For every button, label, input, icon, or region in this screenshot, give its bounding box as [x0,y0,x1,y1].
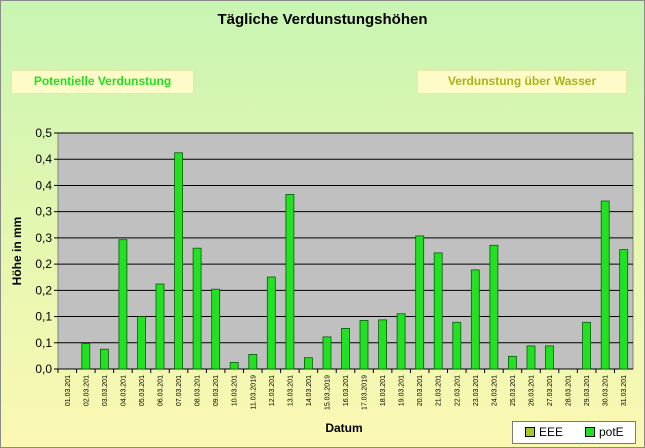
x-tick-label: 01.03.201 [65,375,72,406]
gridlines [54,132,633,373]
legend-swatch-eee [525,427,535,437]
x-tick-label: 17.03.2019 [362,375,369,410]
bar-pote [341,327,350,370]
bar-pote [545,345,554,370]
x-tick-label: 11.03.2019 [250,375,257,410]
bar-pote [118,239,128,370]
x-tick-label: 03.03.201 [102,375,109,406]
bar-pote [266,276,276,370]
x-tick-label: 21.03.201 [436,375,443,406]
bar-pote [359,319,369,370]
bar-pote [396,313,406,370]
y-tick-label: 0,3 [35,205,52,219]
x-tick-labels: 01.03.201 02.03.201 03.03.201 04.03.201 05.0… [65,375,628,410]
bar-pote [303,357,313,370]
x-tick-label: 04.03.201 [120,375,127,406]
x-tick-label: 20.03.201 [417,375,424,406]
x-tick-label: 22.03.201 [454,375,461,406]
bar-pote [137,316,146,370]
y-tick-label: 0,4 [35,178,52,192]
y-tick-label: 0,3 [35,231,52,245]
y-tick-label: 0,0 [35,362,52,376]
y-tick-label: 0,2 [35,283,52,297]
legend-item-pote: potE [585,425,624,439]
y-tick-labels: 0,0 0,1 0,1 0,2 0,2 0,3 0,3 0,4 0,4 0,5 [35,126,52,376]
chart-title: Tägliche Verdunstungshöhen [217,11,428,28]
bar-pote [470,269,480,370]
bar-pote [582,321,591,370]
legend-swatch-pote [585,427,595,437]
bar-pote [211,288,221,370]
x-tick-label: 08.03.201 [195,375,202,406]
x-tick-label: 19.03.201 [399,375,406,406]
y-tick-label: 0,5 [35,126,52,140]
x-tick-label: 06.03.201 [158,375,165,406]
x-tick-label: 02.03.201 [83,375,90,406]
bar-pote [192,247,202,370]
x-tick-label: 16.03.201 [343,375,350,406]
bar-pote [433,252,443,370]
legend: EEE potE [512,421,636,444]
bar-pote [526,345,536,370]
x-tick-label: 28.03.201 [566,375,573,406]
bar-pote [452,321,462,370]
bar-pote [155,283,165,370]
bar-pote [415,235,425,370]
potential-evaporation-label: Potentielle Verdunstung [11,70,194,94]
y-tick-label: 0,1 [35,310,52,324]
x-tick-label: 25.03.201 [510,375,517,406]
x-tick-label: 15.03.2019 [324,375,331,410]
bar-pote [507,355,517,370]
bar-pote [100,348,109,370]
y-tick-label: 0,1 [35,336,52,350]
bar-pote [378,319,388,370]
bar-pote [285,193,295,370]
x-tick-label: 14.03.201 [306,375,313,406]
x-tick-label: 31.03.201 [621,375,628,406]
x-tick-label: 23.03.201 [473,375,480,406]
x-tick-label: 10.03.201 [232,375,239,406]
legend-label-pote: potE [599,425,624,439]
legend-label-eee: EEE [539,425,564,439]
x-tick-label: 29.03.201 [584,375,591,406]
y-axis-label: Höhe in mm [10,217,24,286]
x-axis-label: Datum [325,421,362,435]
bar-pote [229,361,239,370]
bar-pote [619,249,629,370]
x-tick-label: 18.03.201 [380,375,387,406]
x-tick-label: 26.03.201 [528,375,535,406]
legend-item-eee: EEE [525,425,563,439]
bar-pote [174,152,184,370]
bar-pote [489,244,499,370]
y-tick-label: 0,4 [35,152,52,166]
bar-pote [81,343,91,370]
x-tick-label: 05.03.201 [139,375,146,406]
x-tick-label: 09.03.201 [213,375,220,406]
water-evaporation-label: Verdunstung über Wasser [417,70,627,94]
x-tick-label: 30.03.201 [603,375,610,406]
y-tick-label: 0,2 [35,257,52,271]
x-tick-label: 13.03.201 [287,375,294,406]
x-tick-label: 12.03.201 [269,375,276,406]
bar-pote [600,200,610,370]
bar-pote [322,336,332,370]
x-tick-label: 27.03.201 [547,375,554,406]
x-tick-label: 07.03.201 [176,375,183,406]
x-tick-label: 24.03.201 [491,375,498,406]
bar-pote [248,353,258,370]
bars [81,152,629,370]
